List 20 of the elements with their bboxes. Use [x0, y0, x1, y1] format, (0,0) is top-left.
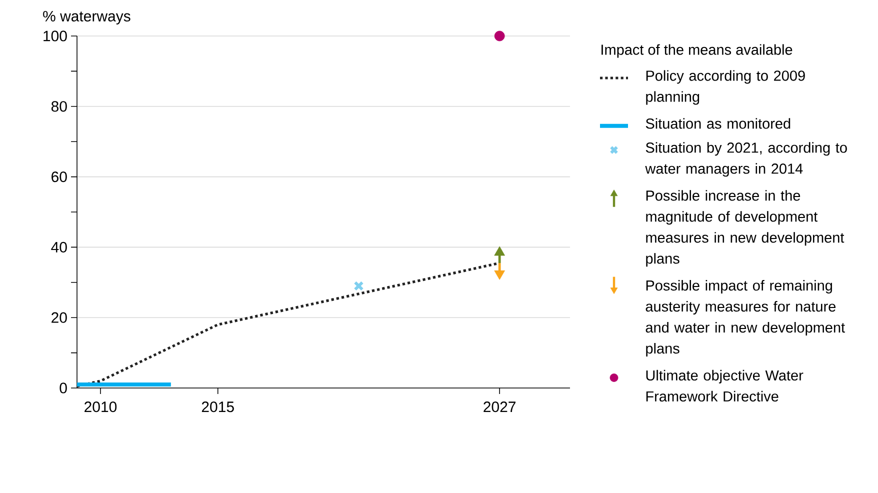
y-tick-label: 40: [51, 242, 67, 253]
point: [354, 280, 364, 291]
x-tick-label: 2027: [484, 402, 516, 412]
legend-label: Situation as monitored: [646, 118, 790, 129]
legend-label: Policy according to 2009 planning: [646, 70, 805, 105]
legend-title: Impact of the means available: [602, 44, 792, 58]
legend-label: Situation by 2021, according to water managers in 2014: [645, 142, 847, 177]
legend-label: Possible impact of remaining austerity measures for nature and water in new development plans: [646, 280, 845, 357]
point: [494, 246, 505, 256]
x-tick-label: 2010: [84, 402, 117, 412]
y-tick-label: 20: [52, 312, 67, 323]
legend-label: Possible increase in the magnitude of development measures in new development plans: [646, 190, 844, 267]
legend-label: Ultimate objective Water Framework Directive: [646, 370, 804, 402]
y-tick-label: 100: [44, 30, 67, 42]
y-tick-label: 80: [51, 101, 67, 112]
x-tick-label: 2015: [202, 402, 234, 412]
y-tick-label: 0: [60, 382, 67, 394]
y-tick-label: 60: [52, 171, 67, 182]
y-axis-title: % waterways: [43, 10, 130, 24]
point: [494, 30, 505, 42]
